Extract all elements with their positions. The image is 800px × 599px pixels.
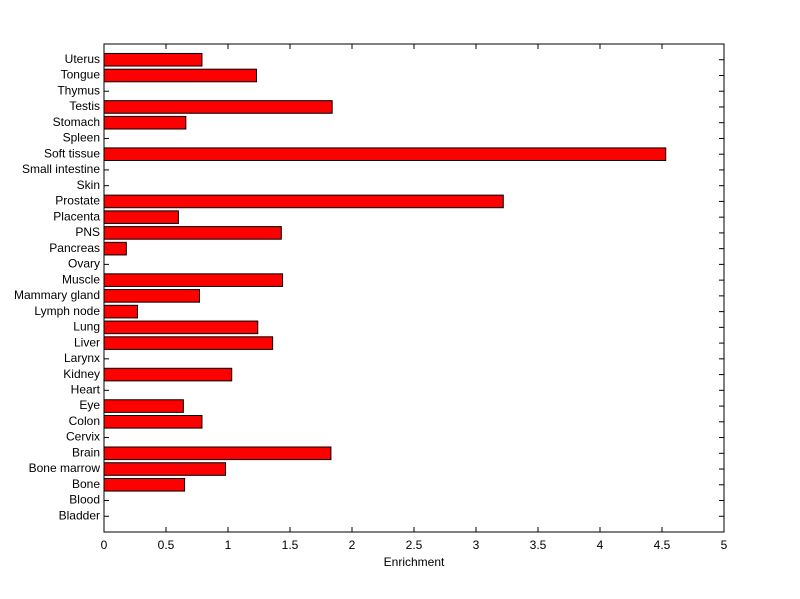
y-tick-label: Soft tissue (44, 146, 100, 160)
bar (103, 194, 504, 209)
x-tick-label: 3 (473, 538, 480, 552)
y-tick-label: Pancreas (49, 241, 100, 255)
y-tick-label: Bone marrow (29, 461, 101, 475)
bar (103, 68, 258, 83)
x-tick-label: 5 (721, 538, 728, 552)
y-tick-label: Placenta (53, 209, 100, 223)
bar (103, 415, 203, 429)
y-tick-label: Colon (69, 414, 100, 428)
bar (103, 273, 284, 287)
y-tick-label: Bladder (59, 508, 100, 522)
y-tick-label: Thymus (57, 83, 100, 97)
y-tick-label: Skin (77, 178, 100, 192)
x-tick-label: 3.5 (530, 538, 547, 552)
y-tick-label: Ovary (68, 257, 100, 271)
x-tick-label: 0.5 (158, 538, 175, 552)
y-tick-label: Small intestine (22, 162, 100, 176)
bar (103, 226, 282, 240)
y-tick-label: Liver (74, 335, 100, 349)
bar (103, 399, 184, 413)
y-tick-label: Spleen (63, 131, 100, 145)
y-tick-label: Blood (69, 493, 100, 507)
bar (103, 477, 186, 492)
y-tick-label: Heart (71, 382, 101, 396)
bar (103, 320, 259, 335)
x-tick-label: 1 (225, 538, 232, 552)
bar (103, 115, 187, 130)
y-tick-label: Larynx (64, 351, 100, 365)
bar (103, 336, 274, 350)
bar (103, 241, 127, 256)
y-tick-label: Tongue (61, 68, 101, 82)
y-tick-label: Eye (79, 398, 100, 412)
y-tick-label: Prostate (55, 194, 100, 208)
y-tick-label: Lymph node (34, 304, 100, 318)
x-axis-label: Enrichment (384, 555, 445, 569)
bar (103, 147, 667, 161)
y-tick-label: Bone (72, 477, 100, 491)
y-tick-label: Lung (73, 320, 100, 334)
x-tick-label: 2 (349, 538, 356, 552)
x-tick-label: 2.5 (406, 538, 423, 552)
y-tick-label: Muscle (62, 272, 100, 286)
bar (103, 52, 203, 67)
y-tick-label: Uterus (65, 52, 100, 66)
x-tick-label: 4.5 (654, 538, 671, 552)
x-tick-label: 1.5 (282, 538, 299, 552)
bar (103, 289, 200, 303)
y-tick-label: PNS (75, 225, 100, 239)
y-tick-label: Cervix (66, 430, 100, 444)
x-tick-label: 4 (597, 538, 604, 552)
bar (103, 446, 332, 461)
bar (103, 210, 179, 224)
bar (103, 100, 333, 114)
y-tick-label: Brain (72, 445, 100, 459)
bar (103, 304, 138, 319)
y-tick-label: Mammary gland (14, 288, 100, 302)
bar (103, 367, 233, 382)
y-tick-label: Stomach (53, 115, 100, 129)
y-tick-label: Testis (69, 99, 100, 113)
x-tick-label: 0 (101, 538, 108, 552)
y-tick-label: Kidney (63, 367, 100, 381)
bar (103, 462, 227, 476)
